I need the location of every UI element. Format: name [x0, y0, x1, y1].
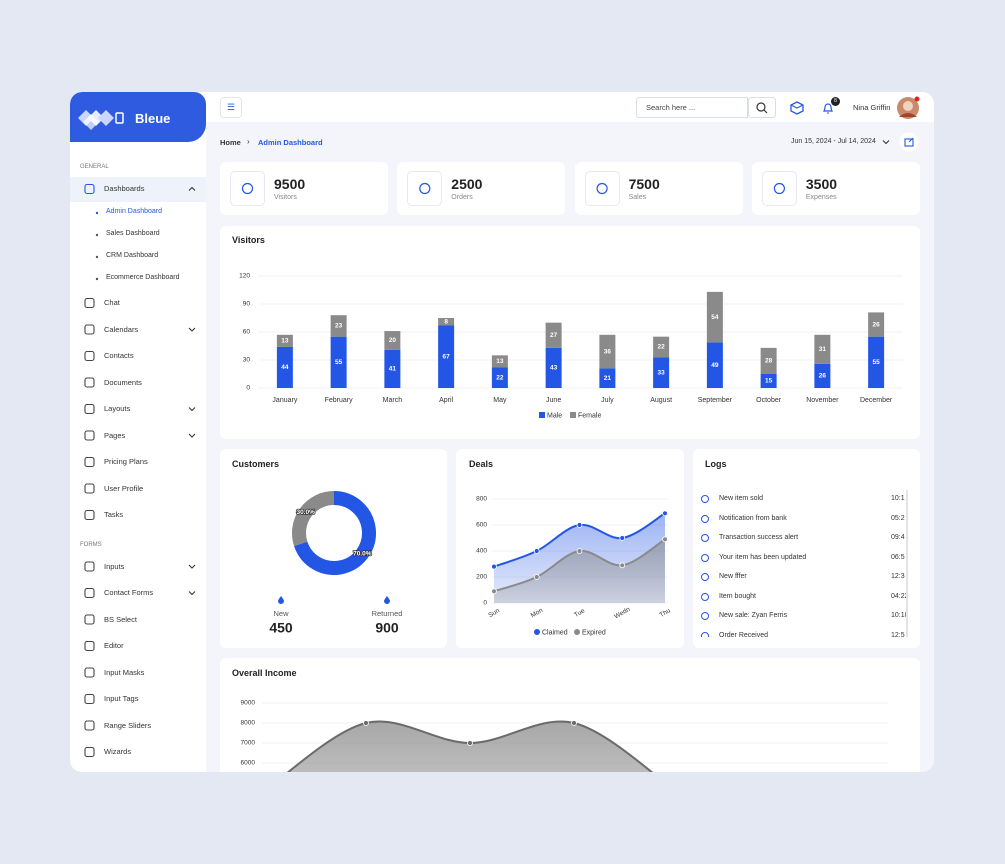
app-layout: Bleue ☰ Search here ... 8 Nina Griffin G… [70, 92, 934, 772]
menu-toggle[interactable]: ☰ [220, 97, 242, 118]
log-time: 10:1 [891, 495, 905, 502]
logs-list: New item sold 10:1 Notification from bank 0… [699, 490, 907, 637]
chevron [882, 140, 890, 145]
apps-icon[interactable] [790, 101, 804, 115]
breadcrumb-item[interactable]: Home [220, 138, 241, 147]
stat-icon-box [407, 171, 443, 206]
section-title: GENERAL [80, 164, 109, 170]
card [220, 449, 447, 648]
menu-item[interactable]: Dashboards [104, 184, 145, 193]
topbar [206, 92, 934, 122]
card [693, 449, 920, 648]
menu-item[interactable]: Tasks [104, 510, 124, 519]
log-text: Notification from bank [719, 514, 787, 522]
menu-item[interactable]: Pages [104, 430, 126, 440]
card-title: Visitors [232, 235, 265, 245]
log-time: 09:4 [891, 534, 905, 541]
menu-item[interactable]: User Profile [104, 483, 144, 493]
submenu-item[interactable]: Ecommerce Dashboard [106, 274, 180, 281]
brand-name: Bleue [135, 111, 171, 126]
card [220, 658, 920, 772]
stat-icon-box [584, 171, 620, 206]
submenu-item[interactable]: CRM Dashboard [106, 252, 159, 259]
log-text: New fffer [719, 573, 747, 580]
stat-label: Sales [628, 194, 647, 201]
menu-item[interactable]: Wizards [104, 747, 132, 756]
card [456, 449, 684, 648]
menu-item[interactable]: Input Tags [104, 694, 139, 703]
log-bullet [701, 573, 709, 581]
menu-item[interactable]: Calendars [104, 324, 139, 334]
submenu-item[interactable]: Admin Dashboard [106, 208, 163, 215]
log-time: 12:5 [891, 631, 905, 638]
stat-value: 3500 [805, 176, 838, 192]
log-text: Your item has been updated [719, 553, 807, 561]
card-title: Overall Income [232, 668, 297, 678]
menu-item[interactable]: Contact Forms [104, 588, 154, 597]
section-title: FORMS [80, 541, 102, 548]
log-time: 05:2 [891, 514, 905, 522]
stat-label: Visitors [274, 194, 297, 201]
stat-label: Expenses [805, 194, 837, 201]
app-window: Bleue ☰ Search here ... 8 Nina Griffin G… [70, 92, 934, 772]
card [220, 226, 920, 439]
notification-badge: 8 [831, 97, 840, 106]
log-bullet [701, 514, 709, 523]
date-range[interactable]: Jun 15, 2024 - Jul 14, 2024 [791, 138, 876, 145]
log-text: Order Received [719, 631, 769, 638]
breadcrumb-item: Admin Dashboard [258, 138, 323, 147]
log-text: Item bought [719, 592, 756, 600]
log-text: New item sold [719, 495, 763, 502]
stat-value: 7500 [628, 176, 660, 192]
search-button[interactable] [748, 97, 776, 118]
menu-item[interactable]: Contacts [104, 351, 134, 360]
menu-item[interactable]: BS Select [104, 614, 137, 624]
log-time: 06:5 [891, 553, 905, 561]
breadcrumb-separator: › [247, 137, 250, 146]
menu-item[interactable]: Range Sliders [104, 720, 152, 730]
search-input[interactable]: Search here ... [636, 97, 748, 118]
log-bullet [701, 553, 709, 562]
stat-icon-box [761, 171, 797, 206]
log-time: 10:10 [891, 612, 907, 619]
export-button[interactable] [899, 132, 919, 152]
card-title: Logs [705, 459, 727, 469]
menu-item[interactable]: Documents [104, 377, 142, 387]
scrollbar [906, 490, 908, 637]
stat-icon-box [230, 171, 265, 206]
log-time: 12:3 [891, 573, 905, 580]
menu-item[interactable]: Pricing Plans [104, 457, 148, 466]
log-bullet [701, 592, 709, 601]
menu-item[interactable]: Input Masks [104, 667, 145, 677]
log-text: New sale: Zyan Ferris [719, 612, 788, 619]
card-title: Deals [469, 459, 494, 469]
card-title: Customers [232, 459, 280, 469]
log-bullet [701, 612, 709, 620]
logo-mark [78, 110, 124, 130]
menu-item[interactable]: Chat [104, 298, 120, 307]
menu-item[interactable]: Editor [104, 641, 124, 650]
log-bullet [701, 631, 709, 637]
log-time: 04:22 [891, 592, 907, 600]
stat-label: Orders [451, 194, 473, 201]
menu-item[interactable]: Layouts [104, 404, 131, 413]
menu-item[interactable]: Inputs [104, 561, 125, 571]
submenu-item[interactable]: Sales Dashboard [106, 230, 160, 237]
user-avatar[interactable] [896, 96, 922, 121]
log-bullet [701, 495, 709, 503]
stat-value: 2500 [451, 176, 483, 192]
log-text: Transaction success alert [719, 534, 799, 541]
log-bullet [701, 534, 709, 542]
notification-icon[interactable] [821, 101, 835, 115]
stat-value: 9500 [274, 176, 306, 192]
user-name[interactable]: Nina Griffin [853, 103, 891, 112]
